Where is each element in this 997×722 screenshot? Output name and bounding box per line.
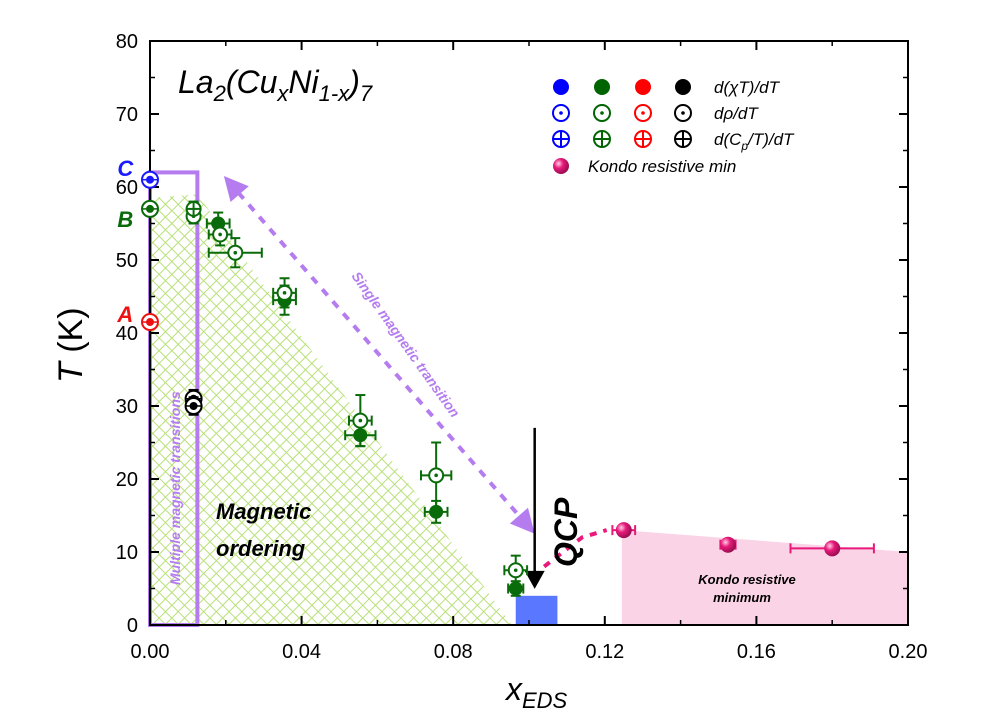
marker-dot	[233, 250, 238, 255]
legend-marker	[674, 104, 692, 122]
marker-kondo	[719, 536, 736, 553]
x0-data-point	[141, 170, 159, 189]
data-point	[507, 562, 524, 579]
legend-marker	[552, 130, 570, 148]
marker-filled	[553, 79, 569, 95]
x-tick-label: 0.00	[131, 641, 170, 663]
marker-filled	[594, 79, 610, 95]
ticks-layer: 0.00 0.04 0.08 0.12 0.16 0.20 0 10 20 30 40 50 60 70 8…	[116, 31, 928, 663]
y-tick-label: 60	[116, 177, 138, 199]
x-tick-label: 0.20	[889, 641, 928, 663]
data-point	[615, 522, 632, 539]
y-tick-label: 10	[116, 542, 138, 564]
x0-data-point	[141, 313, 159, 332]
single-transition-arrowhead-start	[223, 176, 249, 203]
data-layer: C B A	[116, 156, 875, 597]
marker-dot	[641, 111, 645, 115]
qcp-label: QCP	[548, 497, 584, 567]
marker-filled	[635, 79, 651, 95]
x-tick-label: 0.04	[282, 641, 321, 663]
marker-dot	[218, 232, 222, 237]
x0-data-point	[141, 199, 159, 218]
data-point	[353, 428, 368, 443]
data-point	[227, 244, 244, 261]
marker-filled	[508, 581, 523, 596]
marker-filled	[353, 428, 368, 443]
marker-dot	[282, 291, 287, 295]
y-tick-label: 0	[127, 615, 138, 637]
legend-marker	[553, 79, 569, 95]
qcp-arrowhead	[524, 570, 545, 589]
magnetic-ordering-line1: Magnetic	[216, 499, 311, 524]
kondo-region-line1: Kondo resistive	[698, 572, 796, 587]
magnetic-ordering-line2: ordering	[216, 536, 306, 561]
legend-marker	[675, 79, 691, 95]
y-tick-label: 20	[116, 469, 138, 491]
kondo-dashed-line	[542, 528, 608, 569]
legend-marker	[635, 79, 651, 95]
marker-dot	[600, 111, 604, 115]
legend-label: d(χT)/dT	[714, 78, 781, 97]
data-point	[719, 536, 736, 553]
data-point	[212, 226, 229, 243]
single-transition-label: Single magnetic transition	[349, 268, 464, 420]
marker-dot	[559, 111, 563, 115]
sample-label-b: B	[117, 207, 133, 232]
qcp-box	[515, 595, 558, 625]
data-point	[185, 200, 202, 217]
legend-marker	[634, 104, 652, 122]
legend-marker	[593, 130, 611, 148]
legend-label: dρ/dT	[714, 104, 759, 123]
y-axis-label: T (K)	[52, 307, 90, 383]
marker-dot	[434, 473, 438, 478]
x-tick-label: 0.08	[434, 641, 473, 663]
chart-title: La2(CuxNi1-x)7	[178, 64, 373, 106]
marker-filled	[429, 504, 444, 519]
single-transition-arrowhead-end	[509, 507, 535, 534]
marker-dot	[681, 111, 685, 115]
data-point	[352, 412, 369, 429]
legend-label: d(Cp/T)/dT	[714, 130, 795, 153]
data-point	[428, 467, 445, 484]
x-tick-label: 0.12	[585, 641, 624, 663]
legend-label: Kondo resistive min	[588, 157, 736, 176]
y-tick-label: 70	[116, 104, 138, 126]
data-point	[276, 284, 293, 301]
data-point	[824, 540, 841, 557]
marker-kondo	[824, 540, 841, 557]
x-tick-label: 0.16	[737, 641, 776, 663]
legend: d(χT)/dT dρ/dT d(Cp/T)/dT Kondo resistive m…	[552, 78, 795, 176]
multiple-transitions-label: Multiple magnetic transitions	[167, 391, 183, 585]
black-data-point	[184, 397, 203, 415]
legend-marker	[674, 130, 692, 148]
y-tick-label: 80	[116, 31, 138, 53]
y-tick-label: 30	[116, 396, 138, 418]
sample-label-a: A	[116, 302, 133, 327]
data-point	[508, 581, 523, 596]
magnetic-ordering-region	[150, 194, 512, 626]
marker-dot	[513, 568, 518, 573]
legend-marker	[552, 104, 570, 122]
y-tick-label: 40	[116, 323, 138, 345]
marker-filled	[675, 79, 691, 95]
kondo-region-line2: minimum	[713, 590, 771, 605]
data-point	[429, 504, 444, 519]
marker-dot	[358, 418, 363, 423]
single-transition-arrow-line	[236, 191, 522, 519]
marker-kondo	[553, 158, 569, 174]
legend-marker	[593, 104, 611, 122]
legend-marker-kondo	[553, 158, 569, 174]
sample-label-c: C	[117, 156, 134, 181]
x-axis-label: xEDS	[504, 671, 568, 713]
legend-marker	[594, 79, 610, 95]
y-tick-label: 50	[116, 250, 138, 272]
marker-kondo	[615, 522, 632, 539]
legend-marker	[634, 130, 652, 148]
